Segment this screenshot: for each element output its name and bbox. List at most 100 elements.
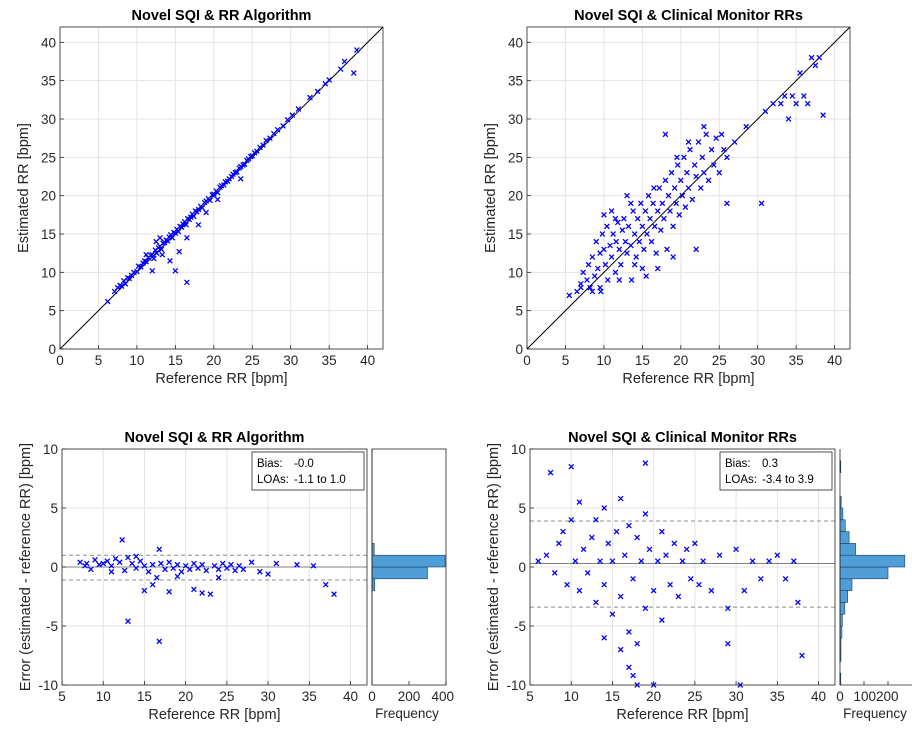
data-point	[782, 575, 789, 582]
chart-title: Novel SQI & RR Algorithm	[125, 430, 305, 446]
data-point	[555, 540, 562, 547]
data-point	[613, 528, 620, 535]
x-tick-label: 20	[206, 353, 221, 368]
data-point	[612, 269, 619, 276]
chart-title: Novel SQI & RR Algorithm	[132, 8, 312, 24]
data-point	[724, 200, 730, 207]
data-point	[601, 211, 607, 218]
data-point	[665, 192, 672, 199]
data-point	[593, 238, 600, 245]
data-point	[591, 273, 598, 280]
data-point	[572, 558, 579, 564]
data-point	[642, 511, 649, 517]
data-point	[260, 142, 266, 148]
data-point	[804, 100, 811, 107]
data-point	[162, 566, 168, 573]
x-axis-label: Frequency	[375, 706, 439, 721]
data-point	[295, 106, 302, 112]
data-point	[219, 560, 226, 567]
data-point	[610, 231, 616, 237]
stats-legend: Bias: 0.3 LOAs: -3.4 to 3.9	[719, 451, 833, 491]
data-point	[77, 559, 83, 566]
data-point	[153, 574, 160, 581]
data-point	[797, 70, 803, 76]
hist-bar	[839, 519, 846, 532]
data-point	[800, 93, 807, 99]
data-point	[167, 257, 173, 264]
data-point	[626, 522, 632, 529]
data-point	[274, 126, 281, 133]
y-tick-label: 35	[41, 74, 56, 89]
data-point	[685, 185, 692, 191]
x-tick-label: 35	[789, 353, 804, 368]
data-point	[593, 516, 599, 523]
y-tick-label: 25	[41, 150, 56, 165]
data-point	[614, 219, 621, 226]
data-point	[207, 591, 214, 597]
data-point	[568, 516, 575, 523]
data-point	[795, 599, 801, 606]
data-point	[687, 146, 693, 153]
data-point	[178, 224, 185, 230]
x-axis-label: Frequency	[843, 706, 907, 721]
data-point	[790, 558, 797, 564]
x-tick-label: 15	[605, 689, 620, 704]
data-point	[693, 173, 700, 180]
data-point	[601, 505, 608, 511]
data-point	[172, 230, 179, 237]
x-tick-label: 10	[564, 689, 579, 704]
data-point	[616, 277, 623, 283]
y-tick-label: 0	[48, 342, 56, 357]
data-point	[659, 200, 666, 207]
data-point	[613, 238, 620, 245]
data-point	[601, 246, 607, 253]
data-point	[156, 638, 163, 645]
data-point	[662, 177, 669, 184]
data-point	[646, 546, 653, 553]
data-point	[654, 558, 661, 564]
data-point	[689, 196, 696, 203]
data-point	[617, 593, 624, 600]
data-point	[682, 204, 689, 211]
loa-value: -1.1 to 1.0	[294, 474, 346, 486]
data-point	[280, 123, 286, 129]
hist-bar	[839, 507, 844, 521]
data-point	[701, 123, 707, 130]
hist-bar	[839, 543, 856, 556]
data-point	[145, 568, 152, 575]
data-point	[543, 552, 550, 559]
y-tick-label: 20	[41, 189, 56, 204]
data-point	[692, 540, 698, 547]
data-point	[154, 250, 160, 257]
data-point	[685, 139, 692, 145]
y-tick-label: -5	[46, 619, 58, 634]
hist-bar	[839, 531, 850, 544]
data-point	[625, 223, 632, 230]
data-point	[724, 640, 731, 647]
data-point	[263, 137, 269, 144]
data-point	[653, 250, 660, 257]
data-point	[174, 561, 181, 568]
chart-title: Novel SQI & Clinical Monitor RRs	[568, 430, 797, 446]
data-point	[683, 546, 690, 553]
data-point	[178, 568, 185, 575]
data-point	[337, 66, 344, 73]
data-point	[604, 223, 610, 230]
data-point	[699, 154, 706, 161]
data-point	[608, 208, 615, 214]
data-point	[184, 279, 190, 286]
data-point	[774, 552, 781, 559]
chart-top-left: 0 5 10 15 20 25 30 35 40 0 5 10 15 20 25 30 35 40 Novel SQ…	[16, 8, 384, 387]
x-tick-label: 10	[596, 353, 611, 368]
data-point	[713, 135, 720, 142]
y-tick-label: 25	[508, 150, 523, 165]
data-point	[577, 284, 584, 291]
data-point	[134, 268, 140, 275]
data-point	[307, 94, 313, 101]
data-point	[350, 70, 357, 76]
x-tick-label: 5	[526, 689, 534, 704]
data-point	[214, 196, 221, 203]
data-point	[662, 131, 669, 138]
data-point	[267, 135, 273, 142]
